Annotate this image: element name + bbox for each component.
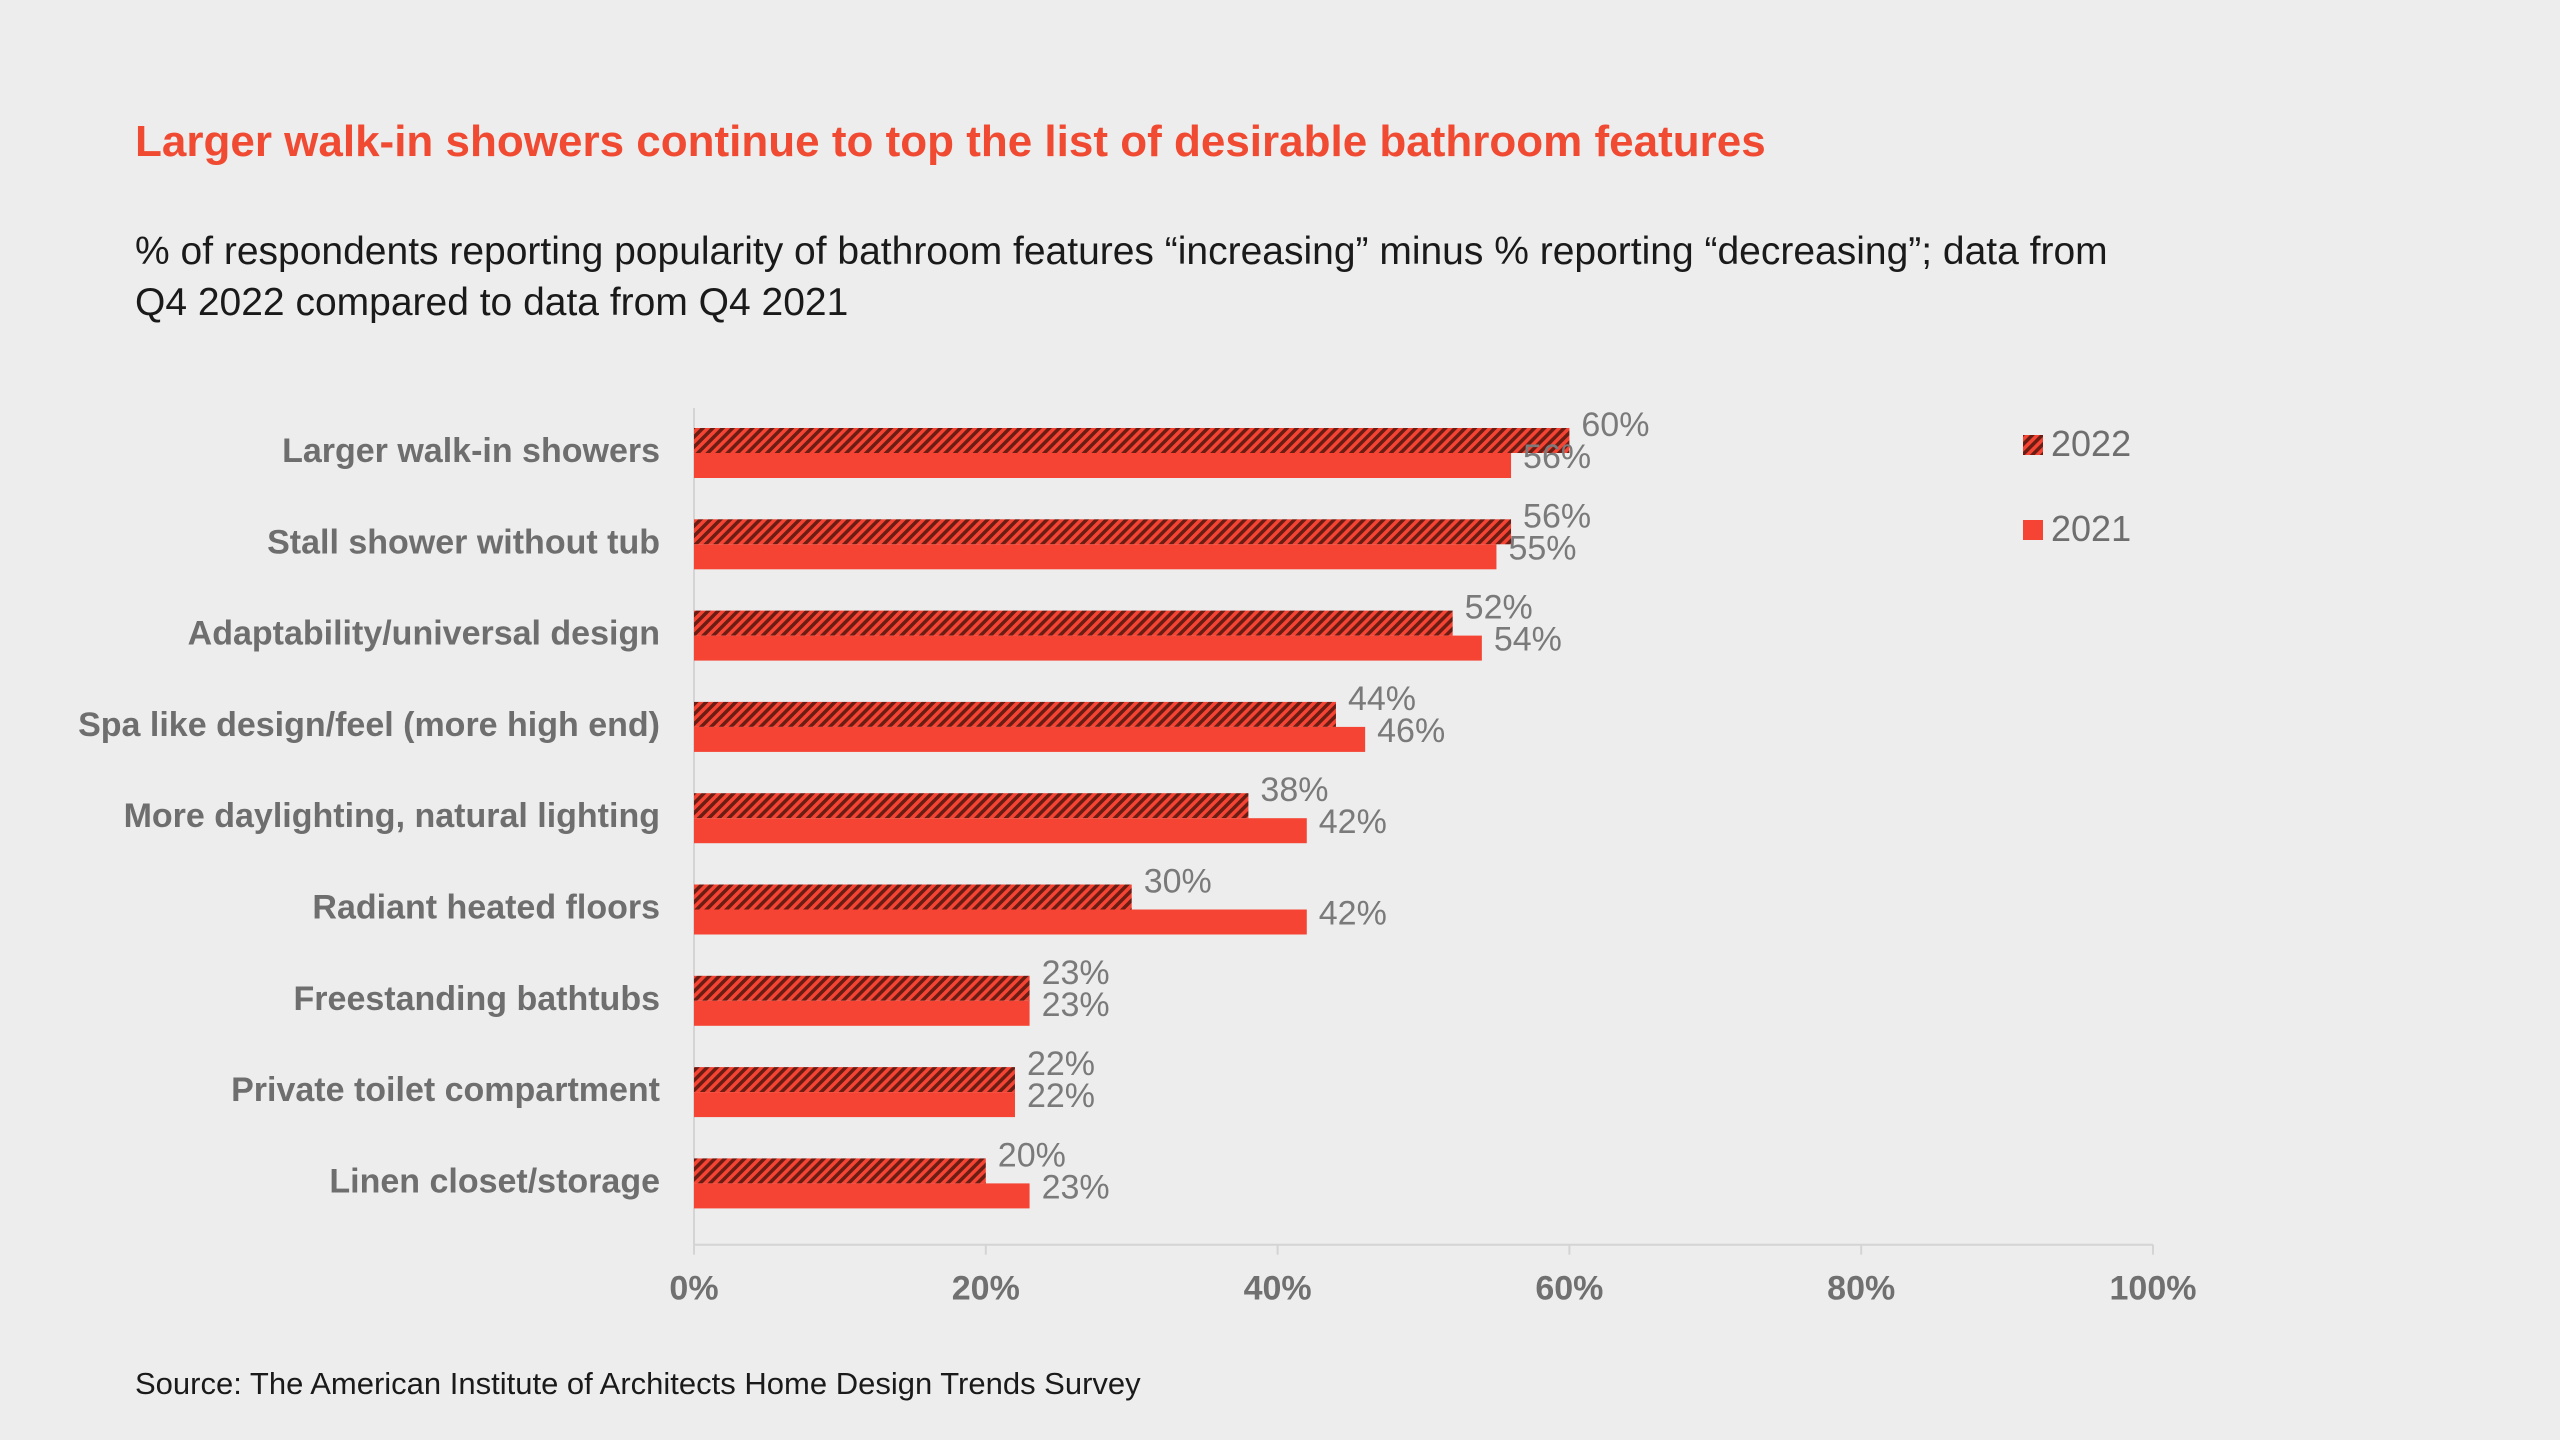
legend-label-2021: 2021 <box>2051 508 2131 549</box>
data-label-2021: 55% <box>1508 529 1576 567</box>
data-label-2021: 42% <box>1319 895 1387 933</box>
x-tick-label: 100% <box>2110 1270 2197 1308</box>
x-tick-label: 20% <box>952 1270 1020 1308</box>
data-label-2022: 52% <box>1465 589 1533 627</box>
category-label: Adaptability/universal design <box>188 615 660 653</box>
category-label: Linen closet/storage <box>329 1162 660 1200</box>
data-label-2022: 60% <box>1581 406 1649 444</box>
category-label: Private toilet compartment <box>231 1071 660 1109</box>
data-label-2022: 22% <box>1027 1045 1095 1083</box>
subtitle-line-2: Q4 2022 compared to data from Q4 2021 <box>135 281 849 324</box>
data-label-2021: 22% <box>1027 1077 1095 1115</box>
legend-swatch-2021 <box>2023 520 2043 540</box>
bar-2022 <box>694 884 1132 910</box>
data-label-2022: 44% <box>1348 680 1416 718</box>
category-label: Stall shower without tub <box>267 523 660 561</box>
legend-label-2022: 2022 <box>2051 423 2131 464</box>
bar-2022 <box>694 519 1512 545</box>
bar-2022 <box>694 793 1249 819</box>
data-label-2021: 54% <box>1494 621 1562 659</box>
category-label: Spa like design/feel (more high end) <box>78 706 660 744</box>
bar-2021 <box>694 726 1366 752</box>
bar-2021 <box>694 909 1307 935</box>
bar-2021 <box>694 544 1497 570</box>
chart-bars <box>694 428 1570 1209</box>
bar-2022 <box>694 610 1453 636</box>
bar-2021 <box>694 635 1482 661</box>
bar-2022 <box>694 1067 1015 1093</box>
x-tick-label: 0% <box>669 1270 718 1308</box>
x-tick-label: 80% <box>1827 1270 1895 1308</box>
bar-2021 <box>694 818 1307 844</box>
category-label: More daylighting, natural lighting <box>124 797 660 835</box>
chart-legend: 2022 2021 <box>2023 423 2131 549</box>
x-tick-label: 40% <box>1244 1270 1312 1308</box>
data-label-2022: 56% <box>1523 497 1591 535</box>
data-label-2021: 42% <box>1319 803 1387 841</box>
category-label: Radiant heated floors <box>312 889 660 927</box>
data-label-2021: 46% <box>1377 712 1445 750</box>
bar-2022 <box>694 701 1336 727</box>
legend-swatch-2022 <box>2023 435 2043 455</box>
chart-subtitle: % of respondents reporting popularity of… <box>135 226 2385 328</box>
chart-title: Larger walk-in showers continue to top t… <box>135 117 1766 166</box>
data-label-2021: 23% <box>1042 1168 1110 1206</box>
category-label: Freestanding bathtubs <box>294 980 660 1018</box>
data-label-2022: 30% <box>1144 863 1212 901</box>
bar-2021 <box>694 1000 1030 1026</box>
data-label-2022: 20% <box>998 1136 1066 1174</box>
bar-2021 <box>694 1092 1015 1118</box>
bar-2022 <box>694 975 1030 1001</box>
chart-axes: 0% 20% 40% 60% 80% 100% <box>669 408 2196 1308</box>
bar-2021 <box>694 453 1512 478</box>
x-tick-label: 60% <box>1535 1270 1603 1308</box>
data-label-2022: 23% <box>1042 954 1110 992</box>
data-label-2021: 56% <box>1523 438 1591 476</box>
subtitle-line-1: % of respondents reporting popularity of… <box>135 230 2108 273</box>
bar-2022 <box>694 428 1570 453</box>
category-label: Larger walk-in showers <box>282 432 660 470</box>
source-note: Source: The American Institute of Archit… <box>135 1366 1141 1401</box>
bar-2021 <box>694 1183 1030 1209</box>
data-label-2021: 23% <box>1042 986 1110 1024</box>
bar-2022 <box>694 1158 986 1184</box>
data-label-2022: 38% <box>1260 771 1328 809</box>
